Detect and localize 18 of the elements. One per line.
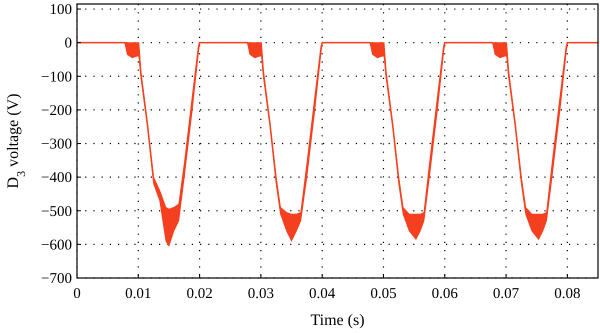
y-tick-label: −600 [41,237,72,254]
x-tick-label: 0.02 [186,286,213,302]
x-tick-label: 0.08 [554,286,580,302]
x-tick-label: 0.03 [248,286,274,302]
x-tick-label: 0.01 [125,286,152,302]
y-tick-label: 0 [64,36,72,52]
y-tick-label: −100 [41,69,72,86]
y-tick-label: 100 [50,2,72,18]
x-tick-label: 0.04 [309,286,336,302]
y-tick-label: −400 [41,170,72,186]
y-tick-label: −300 [41,136,72,153]
y-tick-label: −700 [41,271,72,287]
x-axis-title: Time (s) [310,312,365,329]
y-tick-label: −200 [41,102,72,119]
x-tick-label: 0.06 [432,286,458,302]
y-tick-label: −500 [41,204,72,220]
x-tick-label: 0.07 [492,286,520,302]
x-tick-label: 0.05 [370,286,397,302]
